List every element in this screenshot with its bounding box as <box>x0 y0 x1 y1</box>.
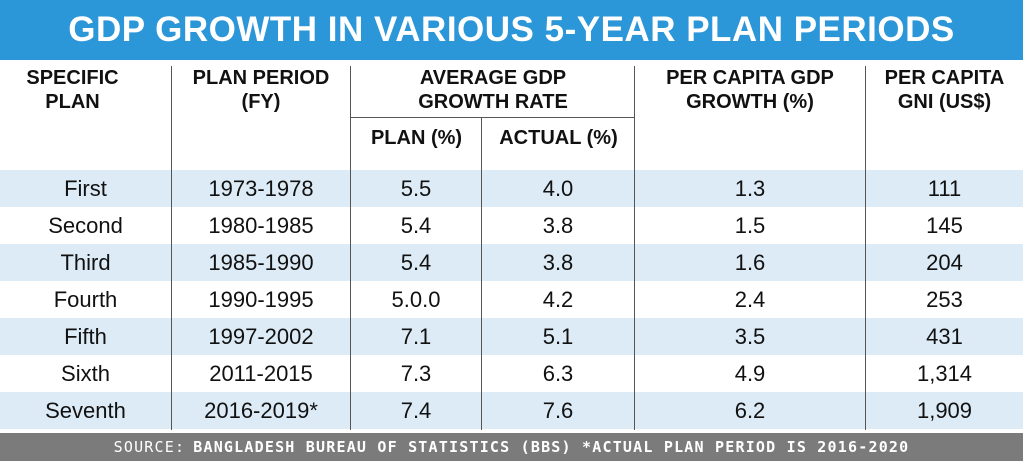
cell-per-capita-gdp: 6.2 <box>734 398 766 423</box>
cell-plan: Second <box>48 213 123 238</box>
header-per-capita-gni: PER CAPITA GNI (US$) <box>866 66 1023 114</box>
cell-plan-pct: 5.0.0 <box>391 287 441 312</box>
table-row: First 1973-1978 5.5 4.0 1.3 111 <box>0 170 1023 207</box>
cell-per-capita-gdp: 1.5 <box>734 213 766 238</box>
cell-period: 1990-1995 <box>208 287 314 312</box>
header-specific-plan: SPECIFIC PLAN <box>0 66 145 114</box>
header-plan-pct: PLAN (%) <box>370 127 463 149</box>
cell-plan-pct: 5.5 <box>400 176 432 201</box>
cell-per-capita-gdp: 1.6 <box>734 250 766 275</box>
cell-per-capita-gni: 145 <box>926 213 963 238</box>
source-note: SOURCE: BANGLADESH BUREAU OF STATISTICS … <box>0 433 1023 461</box>
header-plan-period: PLAN PERIOD (FY) <box>172 66 350 114</box>
cell-plan: First <box>64 176 107 201</box>
cell-actual-pct: 7.6 <box>542 398 574 423</box>
cell-period: 1980-1985 <box>208 213 314 238</box>
header-actual-pct: ACTUAL (%) <box>499 127 618 149</box>
cell-plan-pct: 5.4 <box>400 250 432 275</box>
header-average-gdp-line2: GROWTH RATE <box>418 91 568 113</box>
cell-per-capita-gni: 253 <box>926 287 963 312</box>
source-label: SOURCE: <box>113 438 186 456</box>
cell-actual-pct: 5.1 <box>542 324 574 349</box>
cell-per-capita-gdp: 4.9 <box>734 361 766 386</box>
cell-actual-pct: 6.3 <box>542 361 574 386</box>
header-plan-period-line2: (FY) <box>241 91 281 113</box>
cell-plan-pct: 7.4 <box>400 398 432 423</box>
cell-period: 1973-1978 <box>208 176 314 201</box>
cell-actual-pct: 4.0 <box>542 176 574 201</box>
cell-plan: Sixth <box>61 361 110 386</box>
cell-plan: Fourth <box>53 287 118 312</box>
cell-plan: Seventh <box>45 398 126 423</box>
cell-actual-pct: 3.8 <box>542 250 574 275</box>
cell-plan: Fifth <box>64 324 107 349</box>
cell-per-capita-gni: 431 <box>926 324 963 349</box>
column-divider <box>865 66 866 430</box>
table-row: Third 1985-1990 5.4 3.8 1.6 204 <box>0 244 1023 281</box>
cell-per-capita-gdp: 1.3 <box>734 176 766 201</box>
header-plan-period-line1: PLAN PERIOD <box>192 67 330 89</box>
column-divider <box>481 117 482 430</box>
cell-period: 1997-2002 <box>208 324 314 349</box>
cell-plan-pct: 7.1 <box>400 324 432 349</box>
column-divider <box>171 66 172 430</box>
table-row: Fifth 1997-2002 7.1 5.1 3.5 431 <box>0 318 1023 355</box>
cell-per-capita-gni: 1,909 <box>916 398 973 423</box>
source-text: BANGLADESH BUREAU OF STATISTICS (BBS) *A… <box>193 438 910 456</box>
cell-period: 1985-1990 <box>208 250 314 275</box>
cell-per-capita-gdp: 3.5 <box>734 324 766 349</box>
cell-period: 2016-2019* <box>204 398 318 423</box>
column-divider <box>350 66 351 430</box>
cell-plan: Third <box>60 250 111 275</box>
cell-plan-pct: 7.3 <box>400 361 432 386</box>
header-subdivider <box>351 117 635 118</box>
cell-per-capita-gni: 204 <box>926 250 963 275</box>
header-specific-plan-line1: SPECIFIC <box>26 67 119 89</box>
table-row: Second 1980-1985 5.4 3.8 1.5 145 <box>0 207 1023 244</box>
cell-per-capita-gdp: 2.4 <box>734 287 766 312</box>
header-average-gdp: AVERAGE GDP GROWTH RATE <box>351 66 635 114</box>
cell-actual-pct: 3.8 <box>542 213 574 238</box>
column-divider <box>634 66 635 430</box>
cell-actual-pct: 4.2 <box>542 287 574 312</box>
cell-plan-pct: 5.4 <box>400 213 432 238</box>
header-per-capita-gdp-line1: PER CAPITA GDP <box>666 67 834 89</box>
header-per-capita-gdp: PER CAPITA GDP GROWTH (%) <box>635 66 865 114</box>
table-row: Seventh 2016-2019* 7.4 7.6 6.2 1,909 <box>0 392 1023 429</box>
header-per-capita-gdp-line2: GROWTH (%) <box>686 91 814 113</box>
header-specific-plan-line2: PLAN <box>45 91 100 113</box>
gdp-table: SPECIFIC PLAN PLAN PERIOD (FY) AVERAGE G… <box>0 60 1023 433</box>
page-title: GDP GROWTH IN VARIOUS 5-YEAR PLAN PERIOD… <box>0 0 1023 60</box>
cell-period: 2011-2015 <box>209 361 313 386</box>
table-row: Fourth 1990-1995 5.0.0 4.2 2.4 253 <box>0 281 1023 318</box>
header-per-capita-gni-line1: PER CAPITA <box>884 67 1005 89</box>
cell-per-capita-gni: 1,314 <box>916 361 973 386</box>
table-row: Sixth 2011-2015 7.3 6.3 4.9 1,314 <box>0 355 1023 392</box>
header-per-capita-gni-line2: GNI (US$) <box>897 91 992 113</box>
cell-per-capita-gni: 111 <box>927 176 962 201</box>
header-average-gdp-line1: AVERAGE GDP <box>419 67 567 89</box>
